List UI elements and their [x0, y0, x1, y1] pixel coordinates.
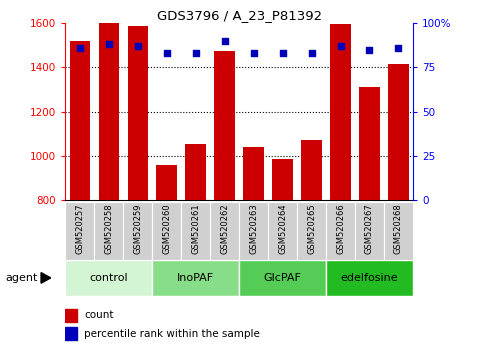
Text: GSM520259: GSM520259 [133, 204, 142, 254]
Point [308, 50, 315, 56]
Bar [214, 51, 235, 200]
Bar [181, 202, 210, 260]
Point [76, 45, 84, 51]
Point [366, 47, 373, 52]
Bar [156, 165, 177, 200]
Text: GSM520260: GSM520260 [162, 204, 171, 254]
Polygon shape [41, 273, 51, 283]
Bar [330, 24, 351, 200]
Bar [359, 87, 380, 200]
Text: count: count [85, 310, 114, 320]
Bar [128, 26, 148, 200]
Text: GSM520265: GSM520265 [307, 204, 316, 254]
Bar [65, 309, 77, 321]
Text: InoPAF: InoPAF [177, 273, 214, 283]
Text: GSM520257: GSM520257 [75, 204, 84, 254]
Bar [123, 202, 152, 260]
Bar [326, 260, 413, 296]
Point [221, 38, 228, 44]
Bar [272, 159, 293, 200]
Bar [65, 327, 77, 340]
Text: agent: agent [6, 273, 38, 283]
Text: edelfosine: edelfosine [341, 273, 398, 283]
Text: GSM520263: GSM520263 [249, 204, 258, 254]
Point [163, 50, 170, 56]
Bar [65, 260, 152, 296]
Text: GSM520258: GSM520258 [104, 204, 113, 254]
Bar [239, 202, 268, 260]
Bar [185, 144, 206, 200]
Bar [210, 202, 239, 260]
Bar [268, 202, 297, 260]
Bar [94, 202, 123, 260]
Point [250, 50, 257, 56]
Text: GSM520264: GSM520264 [278, 204, 287, 254]
Text: GlcPAF: GlcPAF [264, 273, 301, 283]
Point [192, 50, 199, 56]
Point [134, 43, 142, 49]
Bar [152, 260, 239, 296]
Point [337, 43, 344, 49]
Bar [152, 202, 181, 260]
Point [395, 45, 402, 51]
Text: GSM520268: GSM520268 [394, 204, 403, 254]
Bar [239, 260, 326, 296]
Text: control: control [89, 273, 128, 283]
Point [279, 50, 286, 56]
Bar [326, 202, 355, 260]
Bar [388, 64, 409, 200]
Bar [355, 202, 384, 260]
Text: percentile rank within the sample: percentile rank within the sample [85, 329, 260, 338]
Bar [301, 140, 322, 200]
Text: GSM520262: GSM520262 [220, 204, 229, 254]
Bar [65, 202, 94, 260]
Title: GDS3796 / A_23_P81392: GDS3796 / A_23_P81392 [156, 9, 322, 22]
Bar [243, 147, 264, 200]
Text: GSM520261: GSM520261 [191, 204, 200, 254]
Bar [99, 23, 119, 200]
Bar [384, 202, 413, 260]
Text: GSM520267: GSM520267 [365, 204, 374, 254]
Point [105, 41, 113, 47]
Text: GSM520266: GSM520266 [336, 204, 345, 254]
Bar [70, 41, 90, 200]
Bar [297, 202, 326, 260]
